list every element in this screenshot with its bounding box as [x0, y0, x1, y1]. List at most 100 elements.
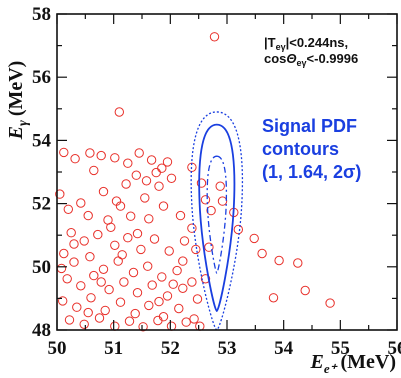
data-point [58, 296, 68, 306]
data-point [55, 189, 65, 199]
signal-contours [190, 111, 244, 331]
data-point [179, 236, 190, 246]
data-point [325, 298, 335, 308]
tick-labels: 50515253545556485052545658 [32, 4, 401, 359]
data-point [79, 319, 89, 329]
data-point [158, 201, 169, 211]
data-point [149, 234, 160, 244]
data-point [123, 158, 133, 168]
data-point [69, 239, 79, 249]
data-point [300, 285, 310, 296]
data-point [119, 277, 129, 287]
data-point [274, 255, 284, 266]
data-point [168, 279, 178, 289]
data-point [174, 303, 184, 314]
x-tick-label: 51 [104, 338, 123, 359]
data-point [59, 248, 69, 259]
data-point [62, 274, 72, 284]
data-point [175, 210, 186, 221]
data-point [181, 317, 191, 327]
data-point [106, 222, 116, 233]
data-point [121, 179, 131, 189]
data-point [126, 211, 136, 221]
data-point [124, 316, 135, 326]
data-point [140, 193, 150, 203]
svg-text:cosΘeγ<-0.9996: cosΘeγ<-0.9996 [264, 51, 358, 68]
data-point [141, 176, 152, 186]
data-point [96, 277, 106, 287]
data-point [128, 267, 139, 278]
data-point [209, 32, 220, 42]
data-point [123, 233, 133, 243]
data-point [162, 157, 173, 167]
data-point [117, 250, 127, 260]
data-point [66, 228, 76, 238]
data-point [187, 277, 197, 287]
data-point [178, 283, 188, 293]
data-point [268, 293, 279, 303]
data-point [172, 265, 182, 276]
data-point [192, 294, 203, 304]
data-point [94, 313, 105, 323]
data-point [200, 195, 211, 205]
data-point [187, 223, 197, 233]
y-tick-label: 50 [32, 257, 51, 278]
data-point [164, 246, 174, 256]
data-point [64, 315, 75, 325]
axis-ticks [56, 13, 398, 331]
data-point [293, 258, 303, 268]
data-point [138, 322, 148, 332]
data-point [72, 302, 82, 312]
data-point [100, 305, 110, 316]
data-point [86, 293, 96, 303]
y-axis-label: Eγ(MeV) [5, 61, 31, 141]
data-point [162, 291, 173, 301]
data-point [144, 300, 154, 311]
data-point [63, 204, 74, 215]
data-point [130, 308, 140, 319]
data-point [134, 148, 144, 158]
data-point [59, 147, 69, 158]
contour-1.64 [206, 155, 228, 274]
data-point [98, 264, 109, 274]
data-point [196, 178, 207, 188]
data-point [131, 170, 142, 180]
data-point [151, 167, 161, 178]
legend-line-1: Signal PDF [262, 116, 357, 136]
data-point [147, 280, 157, 290]
x-tick-label: 53 [218, 338, 237, 359]
data-point [70, 154, 80, 164]
data-point [85, 148, 95, 158]
data-point [76, 281, 86, 291]
data-point [79, 236, 89, 246]
data-point [166, 173, 177, 184]
data-point [104, 284, 114, 295]
data-point [157, 272, 167, 282]
x-tick-label: 52 [161, 338, 180, 359]
data-point [96, 150, 106, 161]
data-point [146, 155, 157, 165]
data-point [110, 153, 120, 163]
data-point [136, 244, 146, 255]
data-point [111, 196, 122, 206]
y-tick-label: 52 [32, 194, 51, 215]
data-point [215, 181, 225, 191]
data-point [85, 252, 95, 262]
data-point [189, 314, 199, 324]
data-point [132, 288, 143, 298]
data-point [110, 240, 120, 251]
legend-line-3: (1, 1.64, 2σ) [262, 162, 361, 182]
plot-background [57, 14, 397, 330]
data-point [114, 107, 125, 117]
y-tick-label: 54 [32, 130, 52, 151]
data-point [249, 233, 259, 244]
data-point [154, 181, 164, 191]
data-point [144, 214, 154, 224]
data-point [154, 296, 164, 307]
data-point [98, 186, 109, 197]
data-point [233, 224, 244, 235]
y-tick-label: 58 [32, 4, 51, 25]
data-point [132, 228, 143, 239]
x-tick-label: 54 [274, 338, 294, 359]
data-point [153, 315, 163, 326]
